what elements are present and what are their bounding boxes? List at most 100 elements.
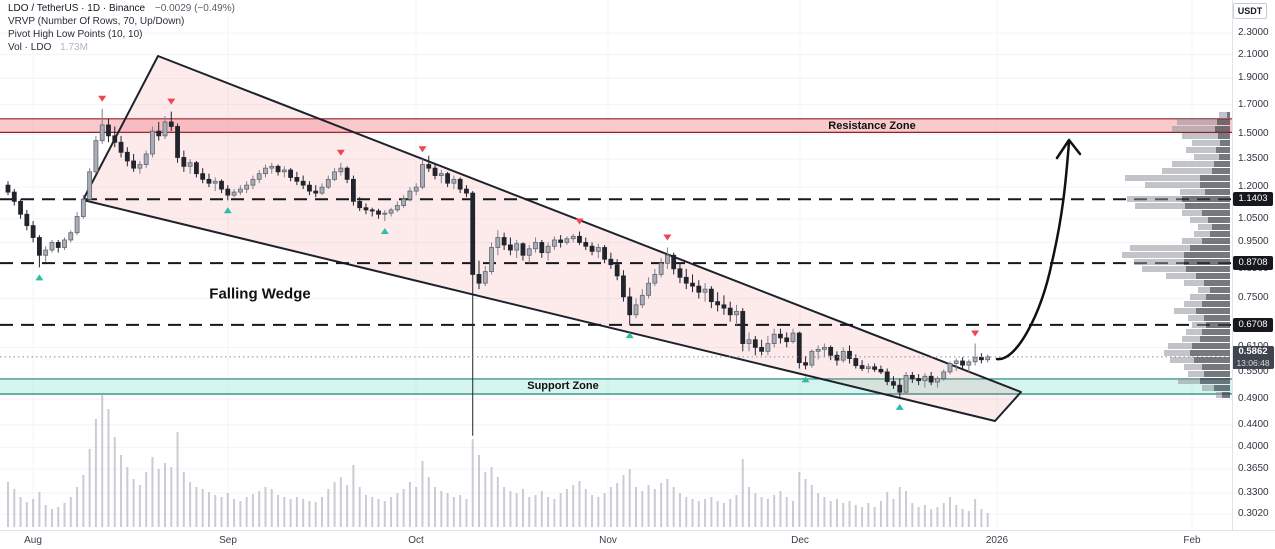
candle-up bbox=[646, 282, 651, 296]
vrvp-row-down bbox=[1206, 322, 1230, 328]
volume-bar bbox=[321, 497, 323, 527]
price-tick: 1.7000 bbox=[1238, 98, 1269, 110]
candle-down bbox=[784, 337, 790, 343]
wedge-polygon[interactable] bbox=[82, 55, 1022, 422]
vrvp-row-up bbox=[1122, 252, 1184, 258]
volume-bar bbox=[835, 499, 838, 527]
volume-bar bbox=[748, 487, 751, 527]
volume-bar bbox=[729, 499, 732, 527]
candle-down bbox=[30, 225, 36, 238]
candle-down bbox=[156, 130, 162, 137]
vrvp-row-down bbox=[1212, 224, 1230, 230]
candle-up bbox=[545, 245, 551, 254]
candle-up bbox=[822, 346, 827, 350]
legend-symbol-row[interactable]: LDO / TetherUS · 1D · Binance −0.0029 (−… bbox=[8, 2, 235, 15]
volume-bar bbox=[421, 461, 424, 527]
volume-bar bbox=[50, 509, 53, 527]
candle-up bbox=[765, 343, 771, 352]
bar-countdown: 13:06:48 bbox=[1236, 357, 1270, 368]
candle-down bbox=[55, 242, 61, 248]
volume-bar bbox=[352, 465, 355, 527]
candle-up bbox=[231, 191, 237, 196]
volume-bar bbox=[967, 511, 970, 527]
current-price-value: 0.5862 bbox=[1238, 345, 1268, 357]
candle-up bbox=[338, 167, 344, 173]
volume-bar bbox=[396, 493, 399, 527]
candle-up bbox=[922, 375, 928, 382]
vrvp-row-up bbox=[1177, 119, 1217, 125]
candle-down bbox=[602, 247, 607, 260]
vrvp-row-up bbox=[1219, 112, 1227, 118]
volume-bar bbox=[848, 501, 851, 527]
falling-wedge-label[interactable]: Falling Wedge bbox=[209, 285, 311, 303]
volume-bar bbox=[974, 499, 977, 527]
support-zone-label[interactable]: Support Zone bbox=[527, 380, 599, 393]
volume-bar bbox=[685, 497, 688, 527]
candle-up bbox=[953, 360, 959, 364]
volume-bar bbox=[565, 489, 568, 527]
volume-bar bbox=[779, 491, 782, 527]
vrvp-row-down bbox=[1192, 343, 1230, 349]
vrvp-row-down bbox=[1202, 238, 1230, 244]
candle-up bbox=[62, 239, 67, 248]
volume-bar bbox=[484, 472, 487, 527]
pivot-high-marker bbox=[418, 146, 427, 153]
volume-bar bbox=[923, 505, 926, 527]
volume-bar bbox=[176, 432, 179, 527]
candle-down bbox=[677, 268, 683, 278]
candle-down bbox=[909, 374, 915, 379]
breakout-arrow[interactable] bbox=[995, 140, 1071, 361]
volume-bar bbox=[19, 497, 22, 527]
vrvp-row-up bbox=[1182, 133, 1218, 139]
candle-up bbox=[87, 171, 93, 200]
candle-up bbox=[947, 363, 953, 373]
candle-down bbox=[131, 160, 137, 169]
candle-down bbox=[916, 378, 921, 382]
vrvp-row-up bbox=[1192, 140, 1220, 146]
legend-volume-row[interactable]: Vol · LDO 1.73M bbox=[8, 41, 235, 54]
volume-bar bbox=[138, 485, 141, 527]
candle-down bbox=[752, 339, 758, 348]
volume-bar bbox=[804, 479, 807, 527]
candle-up bbox=[150, 130, 155, 155]
time-axis[interactable]: Aug Sep Oct Nov Dec 2026 Feb bbox=[0, 530, 1275, 549]
candle-down bbox=[583, 242, 589, 247]
breakout-arrow-head[interactable] bbox=[1055, 138, 1082, 160]
candle-up bbox=[551, 239, 557, 247]
volume-bar bbox=[164, 463, 166, 527]
volume-bar bbox=[440, 491, 443, 527]
resistance-zone-band[interactable] bbox=[0, 118, 1232, 133]
vrvp-row-down bbox=[1208, 217, 1230, 223]
candle-down bbox=[376, 210, 381, 215]
volume-bar bbox=[151, 457, 154, 527]
volume-bar bbox=[942, 503, 945, 527]
support-zone-band[interactable] bbox=[0, 378, 1232, 395]
candle-up bbox=[388, 209, 394, 214]
volume-bar bbox=[628, 469, 631, 527]
currency-toggle-button[interactable]: USDT bbox=[1233, 3, 1267, 19]
pivot-low-marker bbox=[35, 274, 44, 281]
vrvp-row-up bbox=[1170, 357, 1194, 363]
candle-down bbox=[313, 190, 319, 194]
time-label-Dec: Dec bbox=[791, 535, 809, 546]
candle-up bbox=[49, 242, 55, 251]
symbol-title: LDO / TetherUS · 1D · Binance bbox=[8, 3, 146, 14]
vrvp-row-down bbox=[1204, 315, 1230, 321]
vrvp-row-up bbox=[1178, 378, 1200, 384]
legend-indicator-pivot[interactable]: Pivot High Low Points (10, 10) bbox=[8, 28, 235, 41]
price-axis[interactable]: 2.3000 2.1000 1.9000 1.7000 1.5000 1.3500 1.20… bbox=[1232, 0, 1275, 530]
pivot-low-marker bbox=[380, 228, 389, 235]
price-tick: 2.1000 bbox=[1238, 48, 1269, 60]
volume-bar bbox=[547, 497, 550, 527]
volume-bar bbox=[459, 495, 462, 527]
volume-bar bbox=[540, 491, 543, 527]
candle-up bbox=[941, 371, 947, 379]
vrvp-row-down bbox=[1196, 308, 1230, 314]
volume-bar bbox=[427, 477, 430, 527]
resistance-zone-label[interactable]: Resistance Zone bbox=[828, 119, 916, 132]
candle-down bbox=[897, 384, 903, 393]
legend-indicator-vrvp[interactable]: VRVP (Number Of Rows, 70, Up/Down) bbox=[8, 15, 235, 28]
vrvp-row-down bbox=[1196, 273, 1230, 279]
volume-bar bbox=[258, 491, 261, 527]
